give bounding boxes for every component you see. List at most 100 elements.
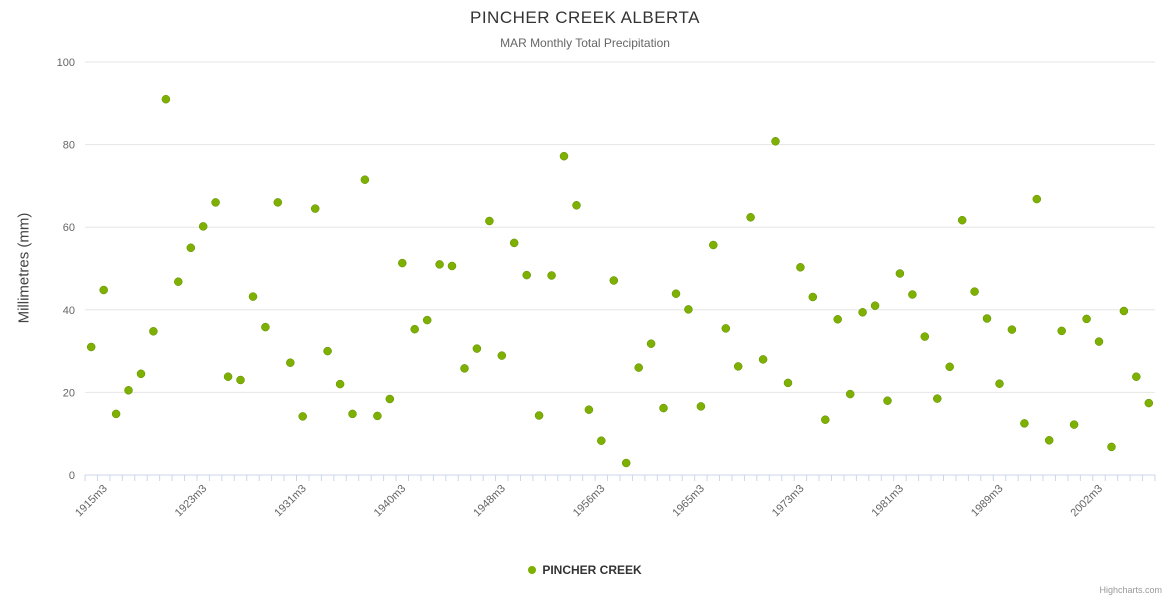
legend: PINCHER CREEK [0,563,1170,577]
data-point[interactable] [86,342,96,352]
data-point[interactable] [584,405,594,414]
data-point[interactable] [472,344,482,353]
data-point[interactable] [995,379,1004,388]
x-axis-label: 2002m3 [1069,483,1106,520]
data-point[interactable] [572,201,581,210]
data-point[interactable] [933,394,942,403]
data-point[interactable] [398,258,407,268]
data-point[interactable] [821,415,830,424]
data-point[interactable] [497,351,507,360]
data-point[interactable] [696,402,706,411]
data-point[interactable] [410,324,419,334]
data-point[interactable] [684,305,693,314]
data-point[interactable] [634,363,643,372]
data-point[interactable] [1144,398,1154,408]
credits-link[interactable]: Highcharts.com [1099,585,1162,595]
data-point[interactable] [783,378,793,388]
y-axis-label: 80 [63,140,75,152]
data-point[interactable] [1069,420,1079,429]
data-point[interactable] [547,271,556,280]
data-point[interactable] [1094,337,1104,346]
legend-marker-icon [528,566,537,574]
data-point[interactable] [597,436,606,445]
y-axis-label: 60 [63,222,75,234]
data-point[interactable] [1107,442,1116,452]
data-point[interactable] [460,364,469,373]
data-point[interactable] [559,151,569,161]
data-point[interactable] [1032,194,1042,204]
data-point[interactable] [261,322,270,332]
data-point[interactable] [136,369,146,379]
data-point[interactable] [323,346,332,356]
data-point[interactable] [298,412,307,421]
x-axis-label: 1981m3 [869,483,906,520]
data-point[interactable] [447,261,457,271]
legend-label: PINCHER CREEK [542,563,642,577]
data-point[interactable] [534,411,544,420]
data-point[interactable] [422,315,432,325]
data-point[interactable] [348,409,357,419]
data-point[interactable] [1132,372,1141,381]
data-point[interactable] [970,287,979,296]
data-point[interactable] [198,222,208,231]
x-axis-label: 1965m3 [670,483,707,520]
data-point[interactable] [796,263,805,272]
data-point[interactable] [671,289,681,298]
data-point[interactable] [1044,436,1054,445]
data-point[interactable] [808,292,818,302]
data-point[interactable] [609,276,619,285]
data-point[interactable] [858,308,867,317]
data-point[interactable] [771,137,780,146]
data-point[interactable] [149,327,158,336]
chart-title: PINCHER CREEK ALBERTA [470,8,700,27]
data-point[interactable] [746,213,755,222]
data-point[interactable] [124,386,133,395]
legend-item-pincher-creek[interactable]: PINCHER CREEK [528,563,642,577]
data-point[interactable] [161,94,171,104]
data-point[interactable] [659,403,668,413]
data-point[interactable] [211,198,220,207]
data-point[interactable] [186,243,196,253]
data-point[interactable] [99,285,108,295]
data-point[interactable] [1082,314,1091,324]
data-point[interactable] [111,409,121,419]
chart-subtitle: MAR Monthly Total Precipitation [500,36,670,50]
data-point[interactable] [1020,419,1029,428]
data-point[interactable] [957,215,967,225]
data-point[interactable] [286,358,295,367]
data-point[interactable] [982,314,992,323]
x-axis-label: 1923m3 [173,483,210,520]
data-point[interactable] [758,355,768,364]
data-point[interactable] [373,411,382,421]
data-point[interactable] [509,238,519,248]
data-point[interactable] [273,198,283,207]
data-point[interactable] [435,260,444,269]
data-point[interactable] [223,372,233,381]
x-axis-label: 1956m3 [571,483,608,520]
data-point[interactable] [485,216,494,226]
data-point[interactable] [845,389,855,399]
data-point[interactable] [895,269,905,278]
data-point[interactable] [174,277,183,286]
data-point[interactable] [920,332,930,341]
data-point[interactable] [833,315,842,324]
data-point[interactable] [646,339,656,348]
data-point[interactable] [733,362,743,371]
data-point[interactable] [236,375,245,385]
data-point[interactable] [310,204,320,213]
data-point[interactable] [522,270,531,280]
data-point[interactable] [721,324,731,333]
data-point[interactable] [385,394,395,404]
data-point[interactable] [621,458,631,468]
data-point[interactable] [1119,306,1129,316]
data-point[interactable] [1007,325,1017,334]
data-point[interactable] [248,292,258,301]
data-point[interactable] [870,301,880,310]
data-point[interactable] [335,379,345,389]
data-point[interactable] [1057,326,1066,336]
data-point[interactable] [908,290,917,299]
data-point[interactable] [709,240,718,250]
data-point[interactable] [883,396,892,405]
data-point[interactable] [360,175,370,184]
data-point[interactable] [945,362,954,372]
